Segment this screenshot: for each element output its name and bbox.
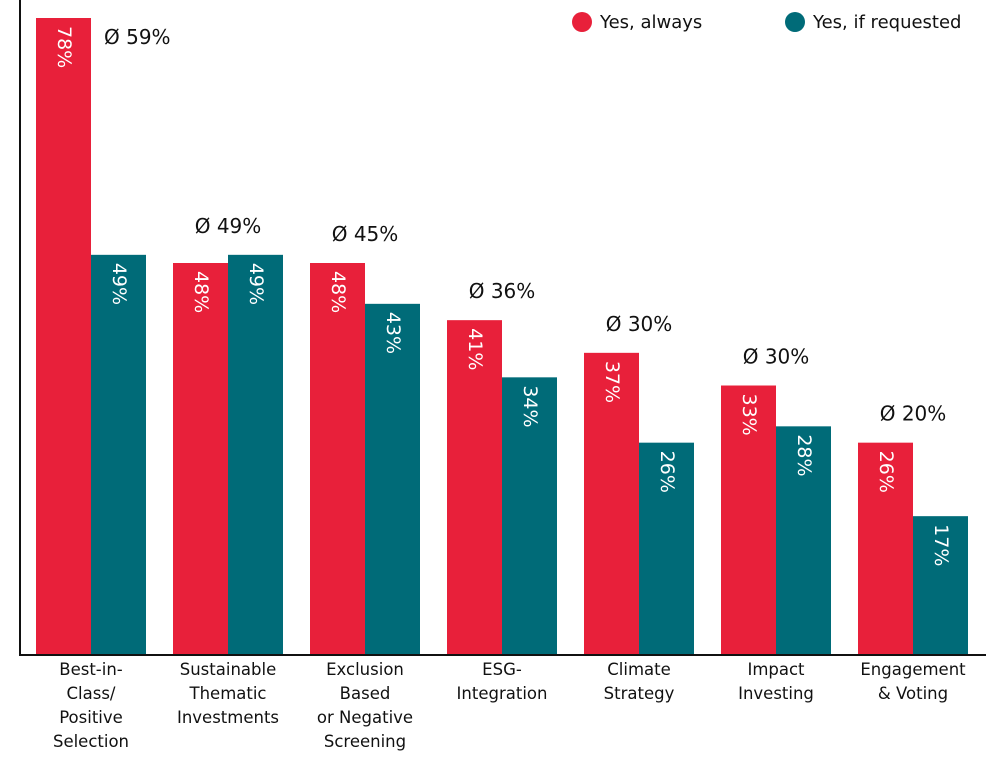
- legend-swatch: [572, 12, 592, 32]
- x-tick-label: Exclusion Based or Negative Screening: [317, 660, 413, 751]
- value-label: 49%: [108, 263, 130, 305]
- bar: [447, 320, 502, 655]
- average-label: Ø 36%: [469, 279, 536, 303]
- bar: [36, 18, 91, 655]
- average-label: Ø 20%: [880, 402, 947, 426]
- average-label: Ø 30%: [606, 312, 673, 336]
- value-label: 26%: [875, 451, 897, 493]
- value-label: 37%: [601, 361, 623, 403]
- legend-label: Yes, if requested: [812, 12, 961, 33]
- legend-swatch: [785, 12, 805, 32]
- bar: [310, 263, 365, 655]
- value-label: 48%: [190, 271, 212, 313]
- value-label: 26%: [656, 451, 678, 493]
- value-label: 41%: [464, 328, 486, 370]
- x-tick-label: Engagement & Voting: [860, 660, 966, 703]
- bar: [91, 254, 146, 656]
- value-label: 28%: [793, 434, 815, 476]
- x-tick-label: Impact Investing: [738, 660, 814, 703]
- x-tick-label: ESG-Integration: [457, 660, 548, 703]
- bar: [913, 516, 968, 655]
- value-label: 17%: [930, 524, 952, 566]
- average-label: Ø 30%: [743, 345, 810, 369]
- value-label: 48%: [327, 271, 349, 313]
- average-label: Ø 45%: [332, 222, 399, 246]
- bar: [858, 442, 913, 655]
- value-label: 49%: [245, 263, 267, 305]
- average-label: Ø 59%: [104, 25, 171, 49]
- bar: [721, 385, 776, 655]
- bar: [776, 426, 831, 655]
- bar: [502, 377, 557, 655]
- value-label: 34%: [519, 385, 541, 427]
- value-label: 43%: [382, 312, 404, 354]
- x-tick-label: Sustainable Thematic Investments: [177, 660, 279, 727]
- x-tick-label: Best-in-Class/Positive Selection: [53, 660, 129, 751]
- bar: [584, 352, 639, 655]
- legend-label: Yes, always: [599, 12, 702, 33]
- average-label: Ø 49%: [195, 214, 262, 238]
- value-label: 78%: [53, 26, 75, 68]
- bar: [173, 263, 228, 655]
- x-tick-label: Climate Strategy: [604, 660, 675, 703]
- bar: [639, 442, 694, 655]
- bar: [365, 303, 420, 655]
- bar: [228, 254, 283, 656]
- value-label: 33%: [738, 394, 760, 436]
